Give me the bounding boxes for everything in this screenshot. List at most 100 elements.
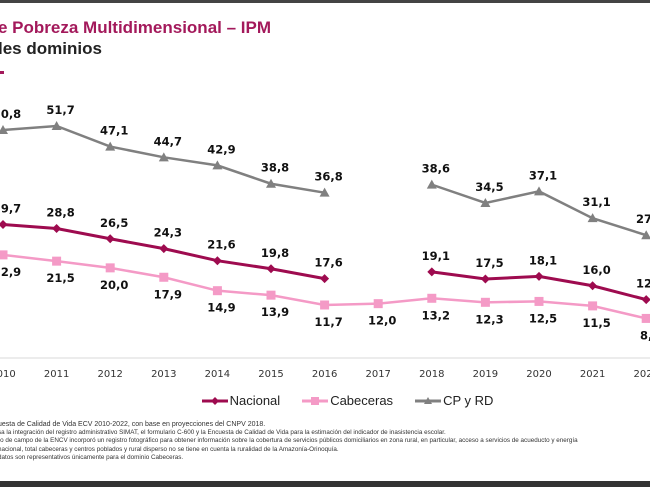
data-label: 51,7 [46, 103, 74, 117]
data-label: 12,3 [475, 312, 503, 326]
data-label: 11,7 [314, 315, 342, 329]
data-point [105, 141, 116, 151]
footnote: sa la integración del registro administr… [0, 429, 446, 437]
data-point [427, 293, 437, 303]
x-tick-label: 2021 [580, 369, 605, 380]
data-label: 20,0 [100, 278, 128, 292]
data-label: 50,8 [0, 107, 21, 121]
data-label: 12,9 [636, 277, 650, 291]
x-tick-label: 2019 [473, 369, 498, 380]
square-marker-icon [302, 396, 329, 405]
legend-nacional: Nacional [201, 393, 281, 408]
x-tick-label: 2016 [312, 369, 337, 380]
data-label: 37,1 [529, 168, 557, 182]
legend-label: Cabeceras [330, 393, 394, 408]
data-point [641, 230, 650, 240]
data-point [105, 234, 115, 244]
x-tick-label: 2022 [633, 369, 650, 380]
data-label: 27,3 [636, 212, 650, 226]
data-point [0, 125, 8, 135]
data-label: 8,7 [640, 328, 650, 342]
data-label: 12,0 [368, 314, 396, 328]
data-point [587, 213, 598, 223]
data-point [0, 219, 8, 229]
data-point [480, 297, 490, 307]
data-label: 14,9 [207, 301, 235, 315]
data-label: 12,5 [529, 311, 557, 325]
data-label: 19,8 [261, 246, 289, 260]
x-tick-label: 2018 [419, 369, 444, 380]
data-label: 19,1 [422, 249, 450, 263]
data-label: 47,1 [100, 124, 128, 138]
line-chart: 2010 2011 2012 2013 2014 2015 2016 2017 2018 2019… [0, 103, 650, 380]
x-tick-label: 2013 [151, 369, 176, 380]
footnotes: uesta de Calidad de Vida ECV 2010-2022, … [0, 421, 578, 462]
data-label: 16,0 [582, 263, 610, 277]
data-point [534, 186, 544, 196]
data-point [588, 281, 598, 291]
legend-cp-rd: CP y RD [415, 393, 493, 408]
chart-title: e Pobreza Multidimensional – IPM [0, 18, 271, 37]
data-point [588, 301, 598, 311]
data-label: 17,6 [314, 256, 342, 270]
legend-label: Nacional [229, 393, 281, 408]
data-label: 13,9 [261, 305, 289, 319]
data-label: 22,9 [0, 265, 21, 279]
chart-subtitle: les dominios [0, 39, 102, 58]
footnote: uesta de Calidad de Vida ECV 2010-2022, … [0, 421, 266, 428]
data-point [480, 197, 491, 207]
data-label: 13,2 [422, 308, 450, 322]
data-point [51, 121, 62, 130]
data-point [320, 300, 330, 310]
window-top-border [0, 0, 650, 3]
data-point [320, 274, 330, 284]
data-point [105, 263, 115, 273]
diamond-marker-icon [201, 396, 228, 405]
footnote: datos son representativos únicamente par… [0, 453, 184, 461]
data-label: 34,5 [475, 180, 503, 194]
data-point [534, 296, 544, 306]
data-label: 17,5 [475, 256, 503, 270]
data-label: 24,3 [154, 226, 182, 240]
data-point [52, 223, 62, 233]
data-label: 38,8 [261, 161, 289, 175]
x-tick-label: 2010 [0, 369, 16, 380]
title-accent-bar [0, 71, 4, 74]
data-label: 38,6 [422, 162, 450, 176]
data-point [534, 271, 544, 281]
x-tick-label: 2012 [97, 369, 122, 380]
data-label: 29,7 [0, 201, 21, 215]
x-tick-label: 2017 [365, 369, 390, 380]
data-label: 26,5 [100, 216, 128, 230]
legend-label: CP y RD [443, 393, 494, 408]
legend-cabeceras: Cabeceras [302, 393, 393, 408]
data-point [212, 160, 223, 170]
data-point [0, 250, 8, 260]
data-point [266, 264, 276, 274]
data-label: 28,8 [46, 205, 74, 219]
x-tick-label: 2011 [44, 369, 69, 380]
triangle-marker-icon [415, 396, 442, 404]
data-point [426, 179, 437, 189]
data-point [373, 299, 383, 309]
data-label: 18,1 [529, 253, 557, 267]
data-point [52, 256, 62, 266]
window-bottom-border [0, 481, 650, 487]
data-point [158, 152, 169, 162]
data-point [212, 256, 222, 266]
data-label: 42,9 [207, 142, 235, 156]
data-point [641, 313, 650, 323]
data-point [212, 286, 222, 296]
data-label: 44,7 [154, 134, 182, 148]
data-point [427, 267, 437, 277]
x-tick-label: 2020 [526, 369, 551, 380]
data-point [266, 290, 276, 300]
data-point [641, 295, 650, 305]
legend: Nacional Cabeceras CP y RD [0, 393, 650, 408]
data-label: 11,5 [582, 316, 610, 330]
data-point [480, 274, 490, 284]
data-label: 31,1 [582, 195, 610, 209]
data-point [159, 272, 169, 282]
data-point [319, 187, 330, 197]
data-label: 21,5 [46, 271, 74, 285]
